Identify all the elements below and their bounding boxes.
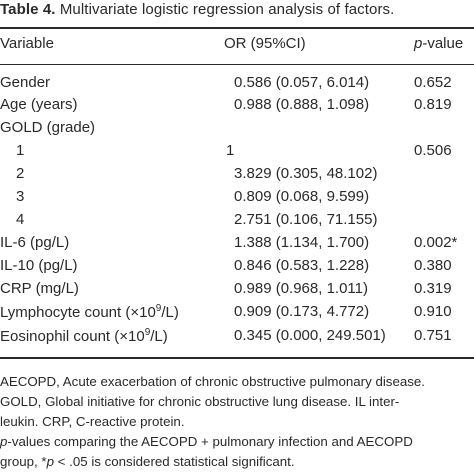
row-or: 1.388 (1.134, 1.700) bbox=[234, 234, 370, 251]
row-p: 0.506 bbox=[414, 142, 452, 159]
row-or: 0.989 (0.968, 1.011) bbox=[234, 280, 368, 297]
row-p: 0.751 bbox=[414, 327, 452, 344]
footnote-line: GOLD, Global initiative for chronic obst… bbox=[0, 394, 400, 409]
row-variable: Age (years) bbox=[0, 96, 78, 113]
row-p: 0.652 bbox=[414, 74, 452, 91]
row-variable: 3 bbox=[16, 188, 25, 205]
row-p: 0.819 bbox=[414, 96, 452, 113]
row-variable: GOLD (grade) bbox=[0, 119, 96, 136]
table-row: IL-6 (pg/L) 1.388 (1.134, 1.700) 0.002* bbox=[0, 234, 474, 256]
row-variable: 1 bbox=[16, 142, 25, 159]
row-variable: Gender bbox=[0, 74, 51, 91]
table-footnotes: AECOPD, Acute exacerbation of chronic ob… bbox=[0, 372, 474, 472]
table-caption: Table 4. Multivariate logistic regressio… bbox=[0, 1, 394, 18]
row-or: 1 bbox=[226, 142, 235, 159]
table-label: Table 4. bbox=[0, 1, 56, 18]
bottom-rule bbox=[0, 357, 474, 359]
row-or: 0.809 (0.068, 9.599) bbox=[234, 188, 370, 205]
footnote-line: leukin. CRP, C-reactive protein. bbox=[0, 414, 185, 429]
table-row: Gender 0.586 (0.057, 6.014) 0.652 bbox=[0, 74, 474, 96]
row-p: 0.380 bbox=[414, 257, 452, 274]
row-variable: IL-10 (pg/L) bbox=[0, 257, 78, 274]
header-p-value: p-value bbox=[414, 35, 464, 52]
row-or: 0.988 (0.888, 1.098) bbox=[234, 96, 370, 113]
footnote-line: p-values comparing the AECOPD + pulmonar… bbox=[0, 434, 413, 449]
row-p: 0.319 bbox=[414, 280, 452, 297]
table-title: Multivariate logistic regression analysi… bbox=[59, 1, 395, 18]
row-variable: 2 bbox=[16, 165, 25, 182]
table-row: 3 0.809 (0.068, 9.599) bbox=[0, 188, 474, 210]
row-p: 0.910 bbox=[414, 303, 452, 320]
footnote-line: AECOPD, Acute exacerbation of chronic ob… bbox=[0, 374, 425, 389]
table-row: 2 3.829 (0.305, 48.102) bbox=[0, 165, 474, 187]
table-row: Age (years) 0.988 (0.888, 1.098) 0.819 bbox=[0, 96, 474, 118]
row-variable: Eosinophil count (×109/L) bbox=[0, 327, 168, 345]
header-variable: Variable bbox=[0, 35, 54, 52]
row-variable: CRP (mg/L) bbox=[0, 280, 79, 297]
row-or: 0.586 (0.057, 6.014) bbox=[234, 74, 370, 91]
header-rule bbox=[0, 64, 474, 65]
table-row: 1 1 0.506 bbox=[0, 142, 474, 164]
row-or: 3.829 (0.305, 48.102) bbox=[234, 165, 378, 182]
row-variable: 4 bbox=[16, 211, 25, 228]
row-variable: Lymphocyte count (×109/L) bbox=[0, 303, 179, 321]
table-row: 4 2.751 (0.106, 71.155) bbox=[0, 211, 474, 233]
table-row: Eosinophil count (×109/L) 0.345 (0.000, … bbox=[0, 327, 474, 349]
table-row: Lymphocyte count (×109/L) 0.909 (0.173, … bbox=[0, 303, 474, 325]
table-row: CRP (mg/L) 0.989 (0.968, 1.011) 0.319 bbox=[0, 280, 474, 302]
row-or: 0.345 (0.000, 249.501) bbox=[234, 327, 386, 344]
header-row: Variable OR (95%CI) p-value bbox=[0, 35, 474, 57]
table-row: IL-10 (pg/L) 0.846 (0.583, 1.228) 0.380 bbox=[0, 257, 474, 279]
row-or: 2.751 (0.106, 71.155) bbox=[234, 211, 378, 228]
row-p: 0.002* bbox=[414, 234, 458, 251]
top-rule bbox=[0, 27, 474, 29]
footnote-line: group, *p < .05 is considered statistica… bbox=[0, 454, 295, 469]
table-row: GOLD (grade) bbox=[0, 119, 474, 141]
row-or: 0.909 (0.173, 4.772) bbox=[234, 303, 370, 320]
row-or: 0.846 (0.583, 1.228) bbox=[234, 257, 370, 274]
row-variable: IL-6 (pg/L) bbox=[0, 234, 70, 251]
header-or: OR (95%CI) bbox=[224, 35, 306, 52]
